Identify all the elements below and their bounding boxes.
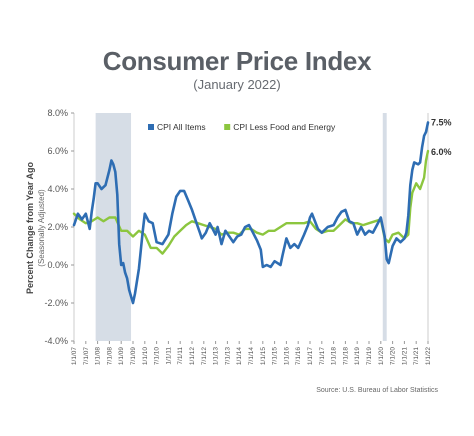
x-tick-label: 1/1/19 <box>354 347 361 365</box>
x-tick-label: 1/1/20 <box>378 347 385 365</box>
recession-shading <box>95 113 387 341</box>
y-tick-label: -2.0% <box>44 298 68 308</box>
x-tick-label: 7/1/11 <box>177 347 184 365</box>
legend-swatch <box>224 124 231 130</box>
x-tick-label: 1/1/18 <box>331 347 338 365</box>
x-tick-label: 7/1/20 <box>390 347 397 365</box>
y-axis-title: Percent Change from Year Ago <box>25 161 35 294</box>
x-tick-label: 1/1/08 <box>95 347 102 365</box>
recession-band-1 <box>382 113 387 341</box>
series-line-cpi-core <box>72 149 430 255</box>
legend: CPI All Items CPI Less Food and Energy <box>148 122 336 132</box>
y-tick-label: 6.0% <box>47 146 68 156</box>
y-tick-label: 0.0% <box>47 260 68 270</box>
x-tick-label: 7/1/07 <box>83 347 90 365</box>
end-labels: 7.5% 6.0% <box>431 118 452 158</box>
x-tick-label: 1/1/10 <box>142 347 149 365</box>
x-tick-label: 7/1/14 <box>248 347 255 365</box>
chart-title: Consumer Price Index <box>102 46 372 76</box>
x-tick-label: 1/1/15 <box>260 347 267 365</box>
chart-subtitle: (January 2022) <box>193 77 281 92</box>
x-tick-label: 7/1/09 <box>130 347 137 365</box>
x-tick-label: 1/1/21 <box>401 347 408 365</box>
x-tick-label: 7/1/10 <box>154 347 161 365</box>
x-tick-label: 7/1/15 <box>272 347 279 365</box>
y-tick-label: -4.0% <box>44 336 68 346</box>
x-tick-label: 1/1/17 <box>307 347 314 365</box>
x-tick-label: 1/1/07 <box>71 347 78 365</box>
x-tick-label: 1/1/09 <box>118 347 125 365</box>
x-tick-label: 1/1/13 <box>213 347 220 365</box>
y-axis-subtitle: (Seasonally Adjusted) <box>37 189 46 267</box>
legend-label: CPI All Items <box>157 122 206 132</box>
y-tick-label: 8.0% <box>47 108 68 118</box>
series-lines <box>72 121 430 305</box>
x-tick-label: 1/1/11 <box>165 347 172 365</box>
x-tick-label: 7/1/18 <box>342 347 349 365</box>
x-axis-ticks: 1/1/07 7/1/07 1/1/08 7/1/08 1/1/09 7/1/09 1/1/… <box>71 341 432 365</box>
end-label: 6.0% <box>431 147 452 157</box>
x-tick-label: 7/1/16 <box>295 347 302 365</box>
x-tick-label: 1/1/22 <box>425 347 432 365</box>
x-tick-label: 1/1/14 <box>236 347 243 365</box>
x-tick-label: 7/1/08 <box>106 347 113 365</box>
x-tick-label: 1/1/12 <box>189 347 196 365</box>
source-note: Source: U.S. Bureau of Labor Statistics <box>316 387 438 394</box>
series-line-cpi-all-items <box>72 121 430 305</box>
y-tick-label: 4.0% <box>47 184 68 194</box>
x-tick-label: 7/1/12 <box>201 347 208 365</box>
x-tick-label: 7/1/13 <box>224 347 231 365</box>
x-tick-label: 1/1/16 <box>283 347 290 365</box>
recession-band-0 <box>95 113 132 341</box>
legend-swatch <box>148 124 154 130</box>
x-tick-label: 7/1/21 <box>413 347 420 365</box>
end-label: 7.5% <box>431 118 452 128</box>
y-axis-ticks: -4.0% -2.0% 0.0% 2.0% 4.0% 6.0% 8.0% <box>44 108 74 346</box>
x-tick-label: 7/1/17 <box>319 347 326 365</box>
x-tick-label: 7/1/19 <box>366 347 373 365</box>
legend-label: CPI Less Food and Energy <box>233 122 336 132</box>
y-tick-label: 2.0% <box>47 222 68 232</box>
